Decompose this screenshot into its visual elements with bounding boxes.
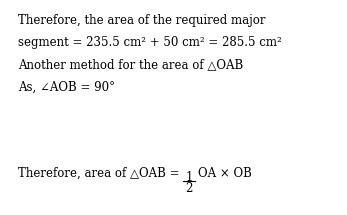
Text: Another method for the area of △OAB: Another method for the area of △OAB [18,58,243,71]
Text: segment = 235.5 cm² + 50 cm² = 285.5 cm²: segment = 235.5 cm² + 50 cm² = 285.5 cm² [18,36,282,49]
Text: OA × OB: OA × OB [198,167,252,180]
Text: As, ∠AOB = 90°: As, ∠AOB = 90° [18,81,115,94]
Text: 2: 2 [185,182,193,195]
Text: Therefore, the area of the required major: Therefore, the area of the required majo… [18,14,265,27]
Text: Therefore, area of △OAB =: Therefore, area of △OAB = [18,167,183,180]
Text: 1: 1 [185,171,193,184]
